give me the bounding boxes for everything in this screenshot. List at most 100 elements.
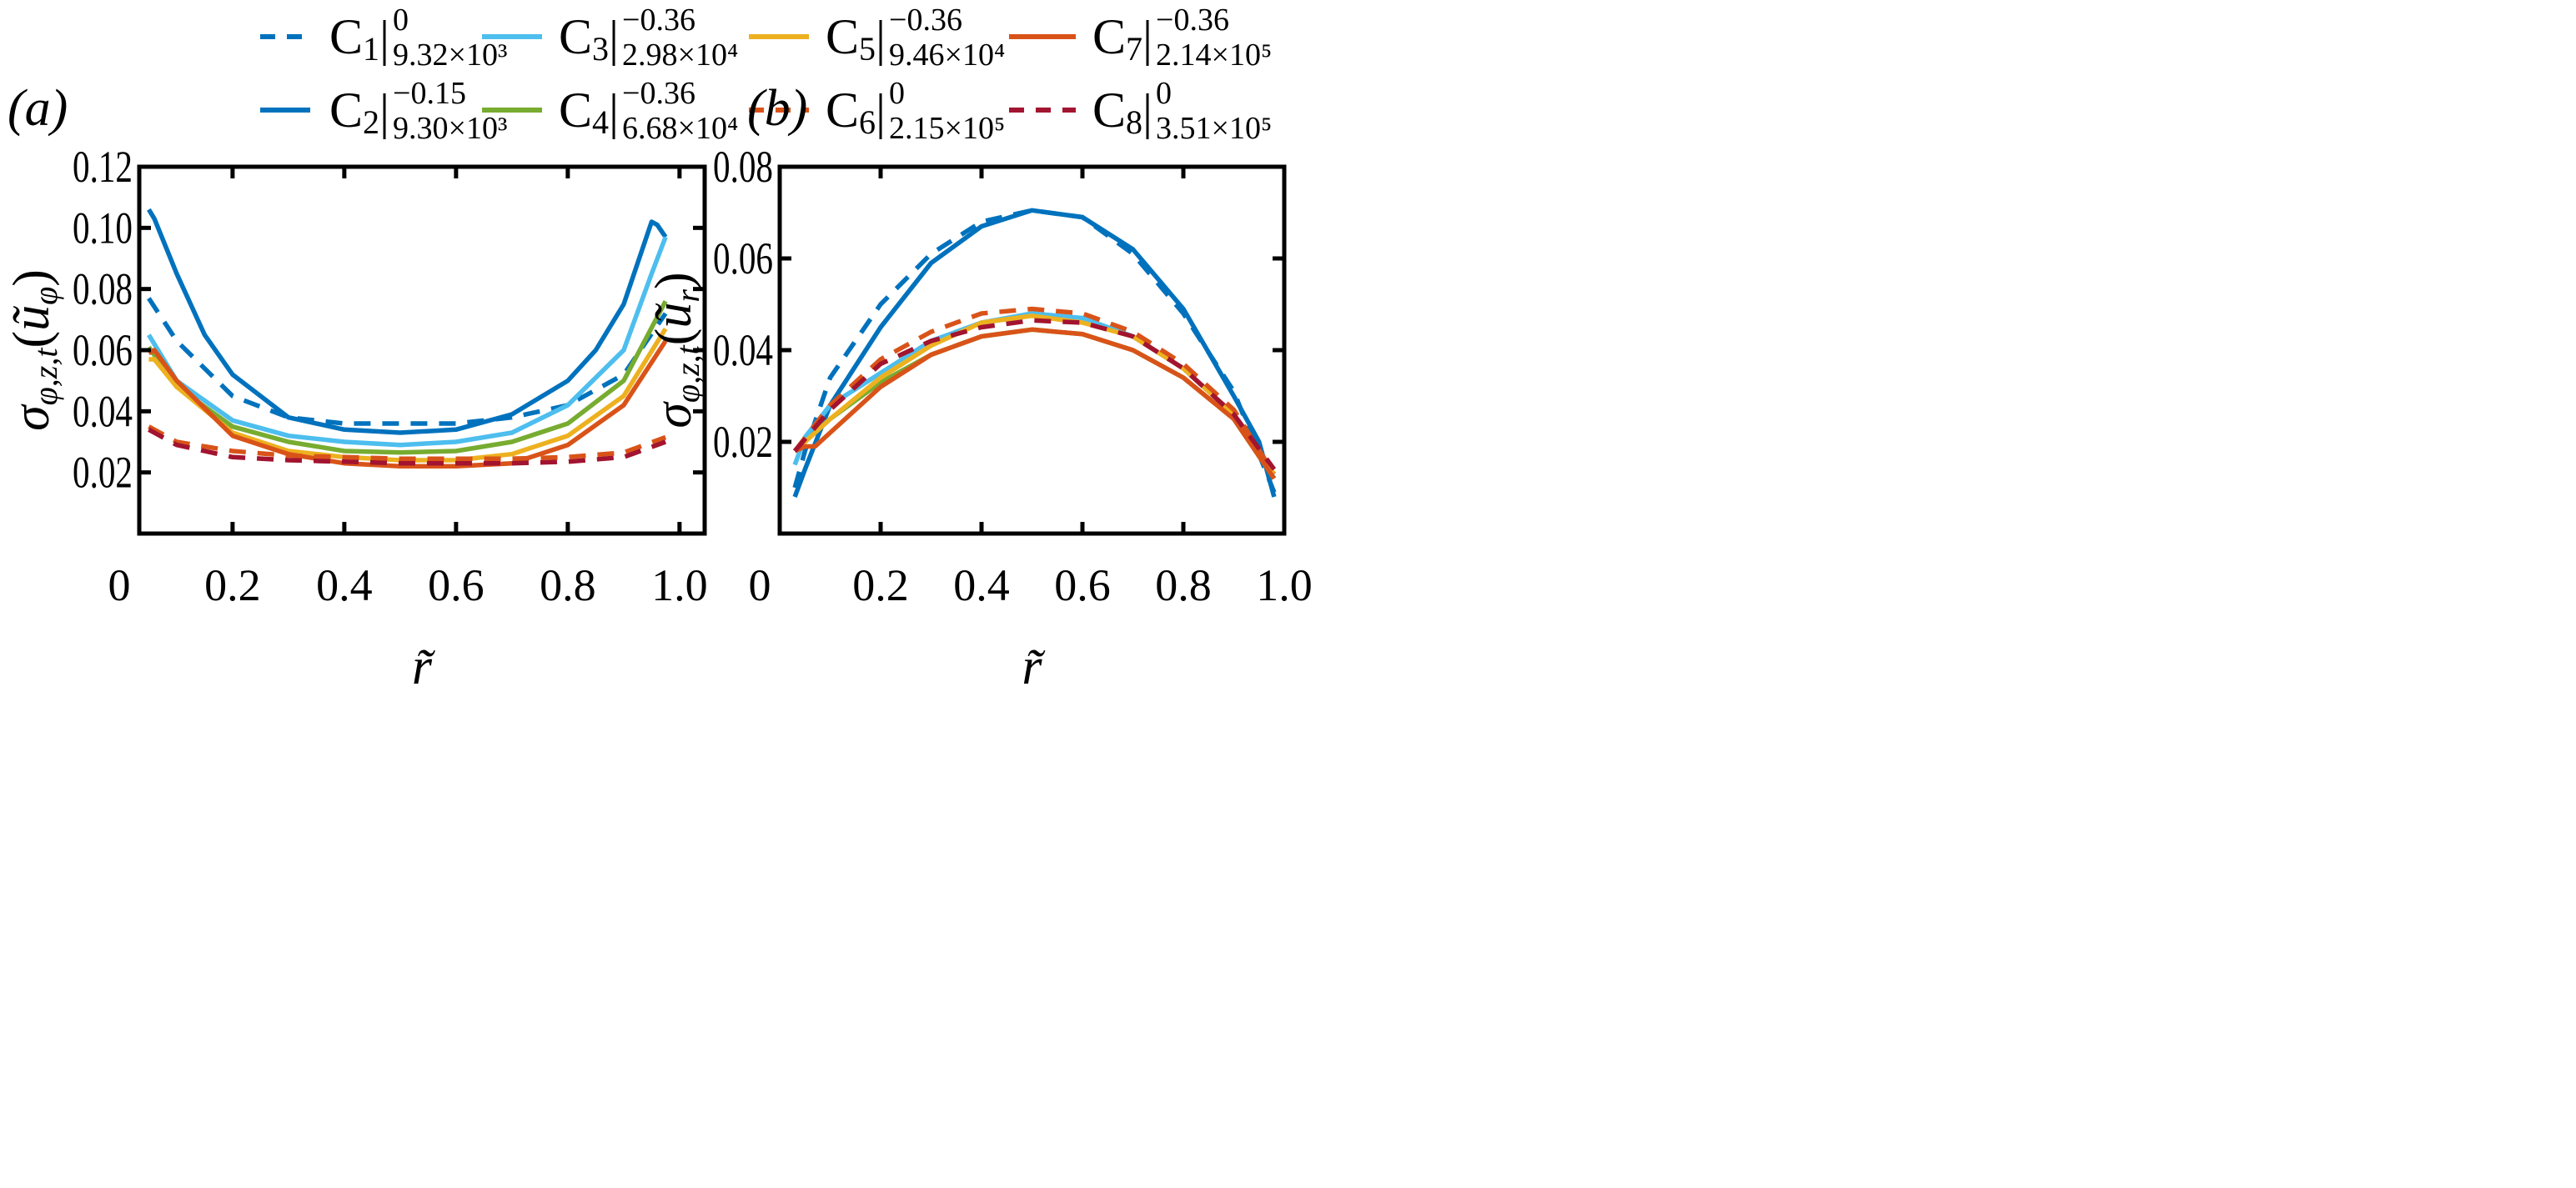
- origin-label: 0: [749, 560, 771, 610]
- y-label-base: σ: [3, 404, 60, 431]
- y-label-base: σ: [645, 401, 702, 429]
- y-tick-label: 0.06: [713, 233, 773, 283]
- legend-bar: |: [379, 11, 389, 66]
- legend-label: C5|: [826, 9, 886, 68]
- series-C8: [148, 427, 667, 466]
- legend-bar: |: [1142, 11, 1152, 66]
- legend-bar: |: [876, 11, 886, 66]
- y-tick-label: 0.02: [73, 448, 133, 498]
- legend-entry-C3: C3| −0.362.98×10⁴: [482, 3, 738, 73]
- panel-label: (b): [747, 80, 807, 137]
- series-C6: [148, 424, 667, 461]
- y-label-arg-sub: φ: [27, 287, 64, 305]
- y-label-sub: φ,z,t: [27, 348, 64, 406]
- panel-label: (a): [8, 80, 68, 137]
- legend-sup: −0.36: [622, 76, 695, 111]
- legend-label: C7|: [1092, 9, 1152, 68]
- legend-label: C3|: [559, 9, 619, 68]
- series-C7: [793, 327, 1277, 480]
- x-axis-label: r̃: [1022, 639, 1045, 695]
- legend-bar: |: [876, 84, 886, 139]
- legend-index: 3: [592, 30, 609, 68]
- y-label-paren: (: [645, 328, 702, 346]
- legend-sup: 0: [889, 76, 905, 111]
- x-tick-label: 0.8: [540, 560, 596, 610]
- legend-entry-C4: C4| −0.366.68×10⁴: [482, 76, 738, 146]
- legend-sub: 6.68×10⁴: [622, 111, 738, 146]
- legend-entry-C6: C6| 02.15×10⁵: [749, 76, 1005, 146]
- y-label-arg-sub: r: [669, 289, 706, 303]
- y-tick-label: 0.02: [713, 417, 773, 467]
- legend-label: C8|: [1092, 83, 1152, 141]
- legend-base: C: [559, 9, 592, 64]
- legend-entry-C8: C8| 03.51×10⁵: [1009, 76, 1272, 146]
- x-tick-label: 0.4: [316, 560, 373, 610]
- legend-base: C: [329, 83, 363, 138]
- series-C6: [792, 306, 1277, 475]
- legend-sup: −0.36: [622, 3, 695, 38]
- y-label-sub: φ,z,t: [669, 344, 706, 403]
- y-tick-label: 0.12: [73, 142, 133, 192]
- series-group: [147, 208, 668, 469]
- series-C3: [147, 236, 668, 448]
- y-tick-label: 0.08: [73, 264, 133, 314]
- legend-index: 5: [859, 30, 876, 68]
- legend-label: C4|: [559, 83, 619, 141]
- legend-entry-C2: C2| −0.159.30×10³: [260, 76, 507, 146]
- x-tick-label: 1.0: [1256, 560, 1313, 610]
- legend-sub: 2.98×10⁴: [622, 38, 738, 73]
- legend-sup: −0.36: [1156, 3, 1229, 38]
- legend-sup: −0.36: [889, 3, 962, 38]
- legend: C1| 09.32×10³ C3| −0.362.98×10⁴ C5| −0.369.46…: [260, 3, 1272, 146]
- y-label-paren: (: [3, 331, 60, 348]
- legend-index: 8: [1126, 103, 1142, 141]
- legend-base: C: [826, 9, 859, 64]
- y-tick-label: 0.04: [713, 325, 773, 375]
- legend-entry-C1: C1| 09.32×10³: [260, 3, 507, 73]
- y-label-arg: ũ: [645, 303, 702, 328]
- legend-sup: 0: [393, 3, 409, 38]
- legend-bar: |: [609, 11, 619, 66]
- x-axis-label: r̃: [412, 639, 435, 695]
- x-tick-label: 0.8: [1155, 560, 1212, 610]
- legend-base: C: [826, 83, 859, 138]
- legend-label: C1|: [329, 9, 389, 68]
- x-tick-label: 0.2: [204, 560, 261, 610]
- y-label-paren-close: ): [645, 272, 702, 289]
- legend-entry-C7: C7| −0.362.14×10⁵: [1009, 3, 1272, 73]
- x-tick-label: 1.0: [651, 560, 708, 610]
- legend-label: C2|: [329, 83, 389, 141]
- legend-index: 7: [1126, 30, 1142, 68]
- y-tick-label: 0.06: [73, 325, 133, 375]
- legend-sub: 2.14×10⁵: [1156, 38, 1272, 73]
- legend-index: 6: [859, 103, 876, 141]
- legend-index: 2: [363, 103, 379, 141]
- legend-base: C: [1092, 9, 1126, 64]
- legend-index: 4: [592, 103, 609, 141]
- legend-sub: 9.30×10³: [393, 111, 507, 146]
- y-tick-label: 0.08: [713, 142, 773, 192]
- legend-bar: |: [1142, 84, 1152, 139]
- legend-sub: 9.46×10⁴: [889, 38, 1005, 73]
- legend-sup: 0: [1156, 76, 1172, 111]
- series-C2: [147, 208, 668, 435]
- legend-sub: 2.15×10⁵: [889, 111, 1005, 146]
- series-C8: [793, 318, 1277, 471]
- legend-base: C: [559, 83, 592, 138]
- legend-base: C: [329, 9, 363, 64]
- y-label-paren-close: ): [3, 269, 60, 287]
- axes-box: [137, 164, 707, 536]
- series-C2: [792, 208, 1277, 498]
- x-tick-label: 0.6: [1054, 560, 1111, 610]
- panel-b: 0.2 0.4 0.6 0.8 1.0 0.02 0.04 0.06 0.08 0 (b) r̃ σφ,…: [645, 80, 1313, 695]
- x-tick-label: 0.2: [852, 560, 909, 610]
- legend-sub: 3.51×10⁵: [1156, 111, 1272, 146]
- legend-index: 1: [363, 30, 379, 68]
- series-C4: [147, 300, 668, 455]
- legend-bar: |: [609, 84, 619, 139]
- y-tick-label: 0.10: [73, 203, 133, 253]
- y-axis-label: σφ,z,t(ũφ): [3, 269, 64, 431]
- legend-label: C6|: [826, 83, 886, 141]
- y-axis-label: σφ,z,t(ũr): [645, 272, 706, 428]
